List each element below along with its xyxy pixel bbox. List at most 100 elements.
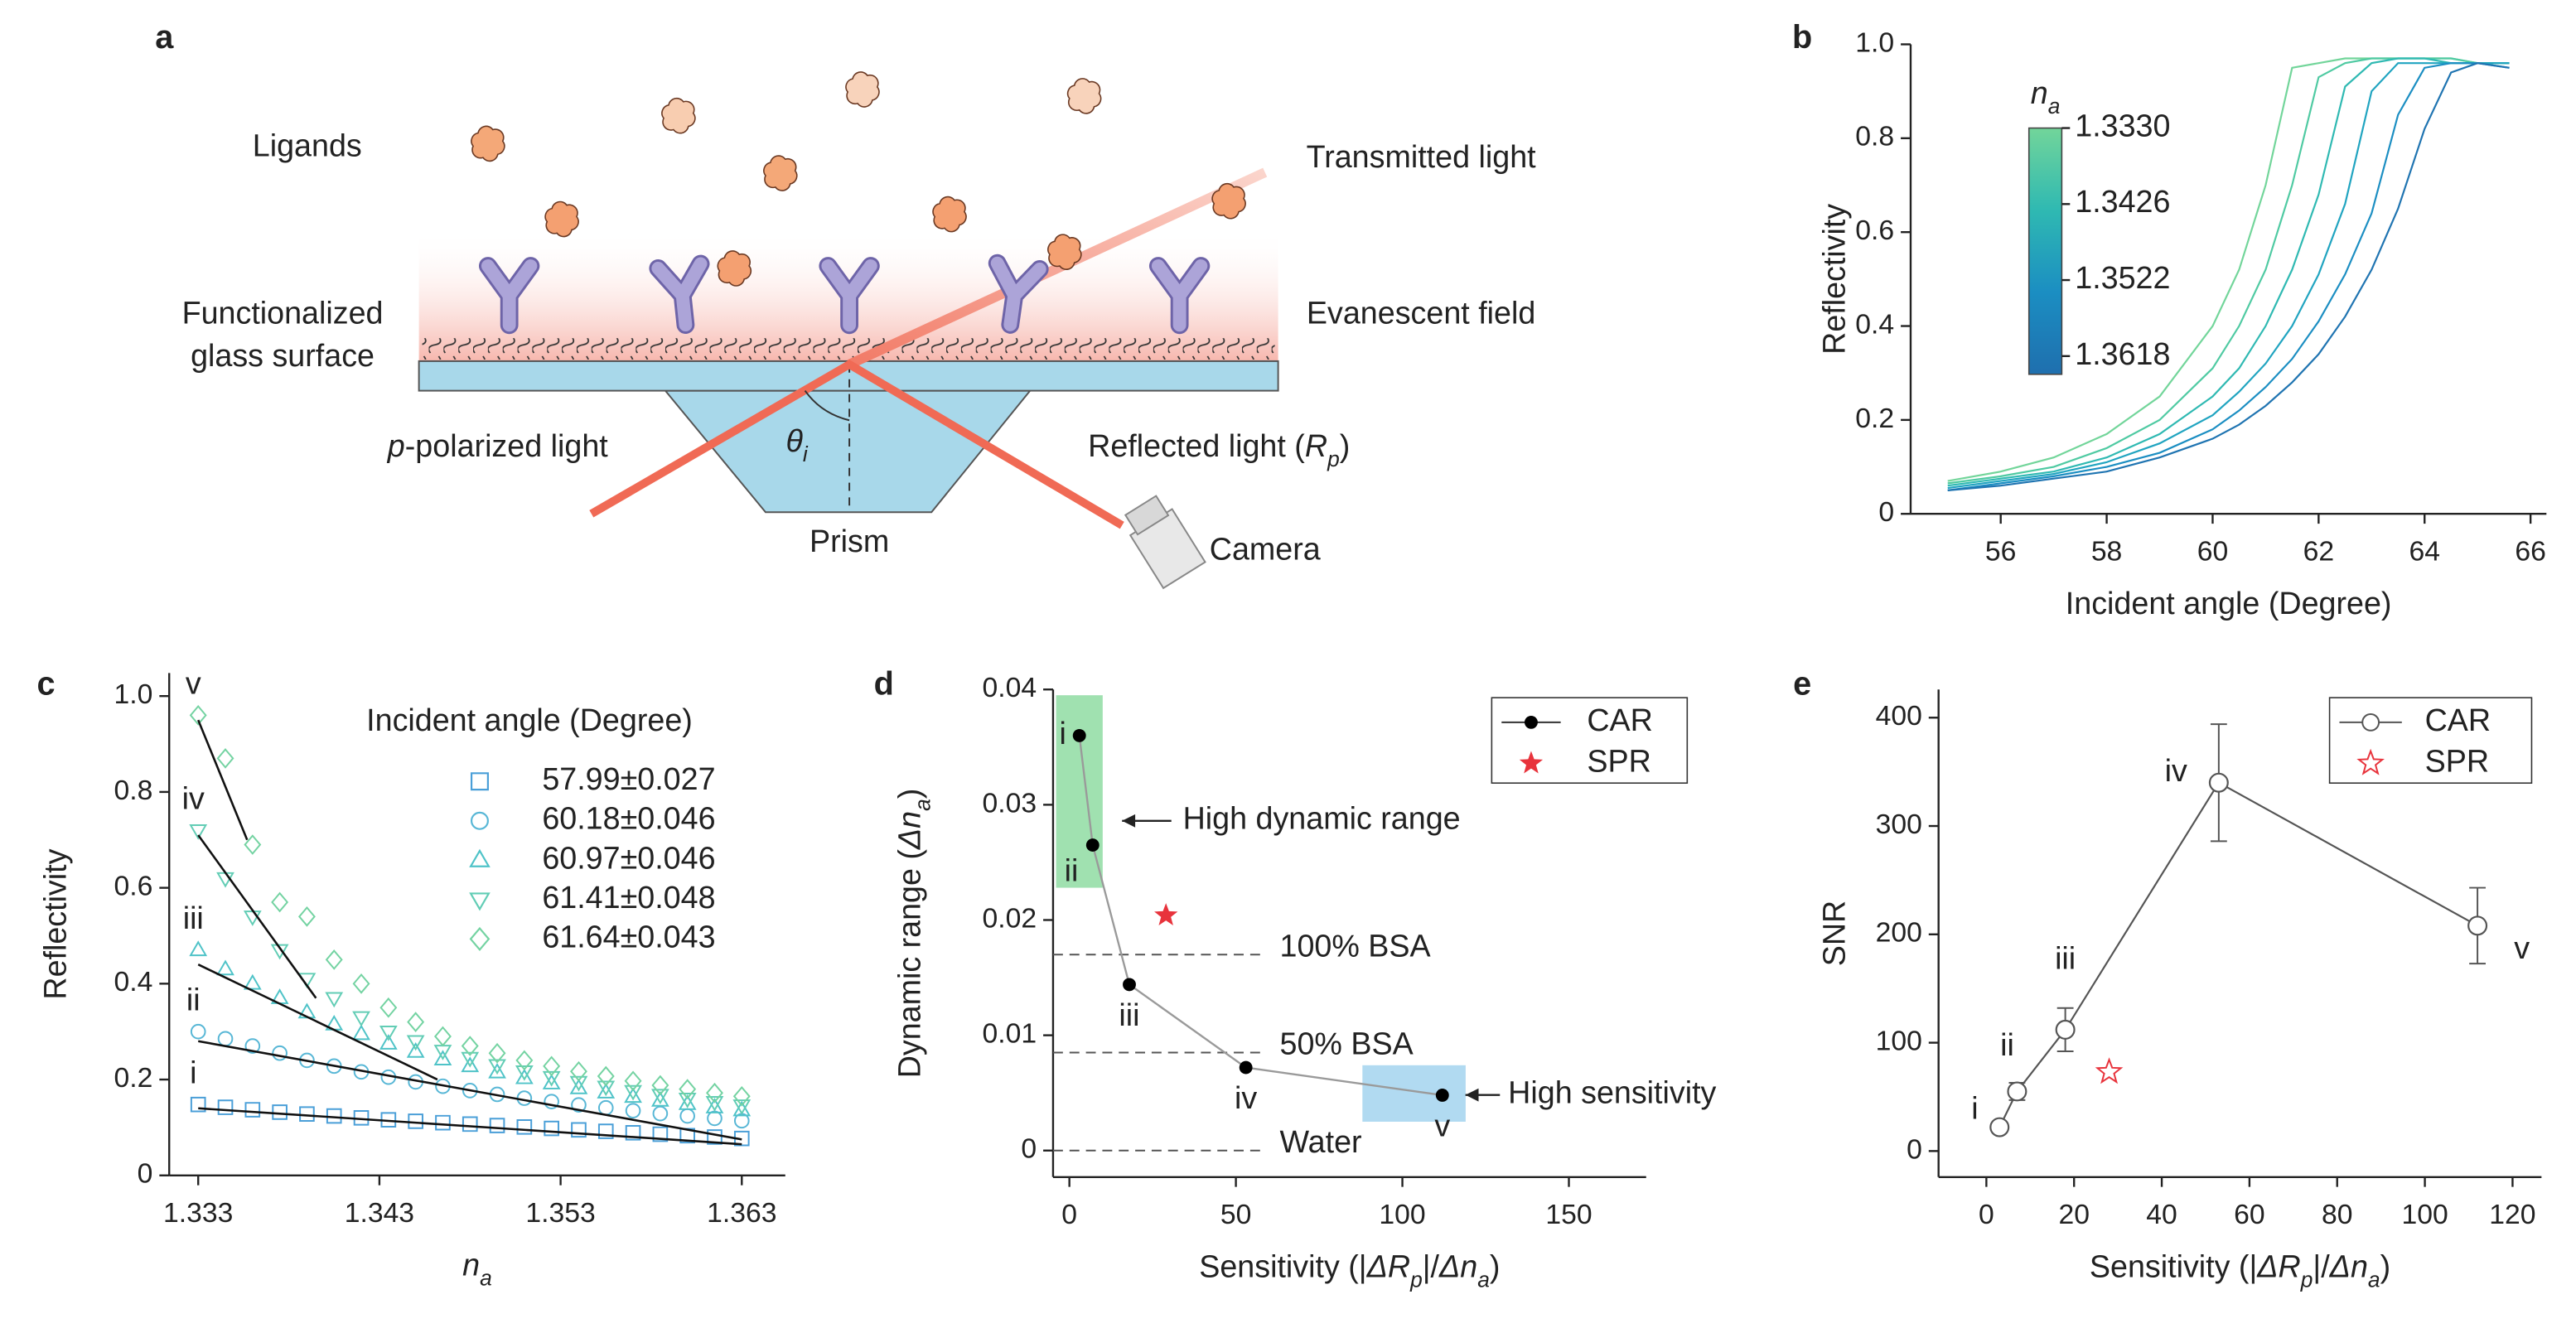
fit-line bbox=[197, 719, 249, 841]
point bbox=[625, 1103, 641, 1118]
point bbox=[1123, 978, 1136, 992]
label: p-polarized light bbox=[387, 428, 608, 463]
point bbox=[433, 1026, 452, 1047]
point bbox=[733, 1130, 750, 1147]
point bbox=[624, 1084, 642, 1101]
point bbox=[515, 1050, 534, 1071]
colorbar-tick-label: 1.3522 bbox=[2075, 260, 2170, 295]
point bbox=[353, 1110, 370, 1126]
legend-marker bbox=[2356, 748, 2385, 775]
curve bbox=[1947, 57, 2510, 487]
label-part: Δn bbox=[2329, 1249, 2368, 1284]
point bbox=[597, 1123, 614, 1139]
point bbox=[1239, 1060, 1253, 1075]
label-part: θ bbox=[785, 423, 803, 458]
point bbox=[406, 1035, 425, 1051]
point bbox=[461, 1036, 479, 1056]
legend-marker bbox=[1519, 751, 1544, 774]
point bbox=[352, 973, 370, 994]
y-tick-label: 0.2 bbox=[1855, 403, 1894, 434]
point bbox=[2467, 915, 2488, 936]
point bbox=[515, 1065, 534, 1081]
beam bbox=[589, 360, 1124, 529]
annotation: High sensitivity bbox=[1508, 1075, 1716, 1110]
legend-label: 60.97±0.046 bbox=[542, 840, 715, 875]
colorbar-tick-label: 1.3426 bbox=[2075, 184, 2170, 219]
linkers bbox=[422, 338, 1275, 360]
point bbox=[189, 704, 207, 726]
label-part: |/ bbox=[2313, 1249, 2330, 1284]
point bbox=[379, 1034, 398, 1050]
label: Ligands bbox=[253, 128, 362, 162]
point bbox=[272, 1046, 288, 1061]
point bbox=[272, 1104, 288, 1120]
point bbox=[1154, 903, 1178, 925]
series-label: ii bbox=[186, 982, 201, 1017]
point bbox=[597, 1083, 616, 1099]
point bbox=[217, 1031, 234, 1047]
fit-line bbox=[198, 1107, 742, 1146]
label-part: ) bbox=[1340, 428, 1351, 463]
y-tick-label: 0 bbox=[138, 1159, 153, 1190]
y-tick-label: 0 bbox=[1021, 1134, 1037, 1165]
x-tick-label: 1.363 bbox=[707, 1198, 776, 1229]
point bbox=[433, 1050, 452, 1065]
axis-label: na bbox=[462, 1248, 492, 1291]
arrow-head bbox=[1465, 1088, 1479, 1102]
point bbox=[597, 1080, 616, 1097]
curve bbox=[1947, 62, 2510, 491]
point bbox=[379, 1025, 398, 1041]
angle-arc bbox=[804, 390, 850, 422]
x-tick-label: 40 bbox=[2146, 1200, 2177, 1230]
point bbox=[352, 1024, 370, 1041]
y-tick-label: 0.4 bbox=[114, 967, 153, 997]
legend-marker bbox=[2361, 712, 2380, 732]
label-part: a bbox=[2368, 1268, 2380, 1292]
label-part: a bbox=[1477, 1268, 1490, 1292]
x-tick-label: 1.343 bbox=[345, 1198, 414, 1229]
point bbox=[705, 1098, 724, 1113]
curve bbox=[1947, 62, 2510, 490]
point bbox=[732, 1100, 752, 1117]
legend-marker bbox=[469, 926, 491, 952]
label-part: ) bbox=[892, 789, 926, 799]
point bbox=[488, 1042, 506, 1064]
panel-label: c bbox=[36, 666, 55, 703]
point bbox=[516, 1090, 533, 1106]
x-tick-label: 150 bbox=[1545, 1200, 1592, 1230]
legend-label: SPR bbox=[1587, 743, 1650, 778]
x-tick-label: 0 bbox=[1061, 1200, 1077, 1230]
point bbox=[489, 1086, 505, 1103]
x-tick-label: 80 bbox=[2322, 1200, 2352, 1230]
point-label: ii bbox=[2000, 1027, 2014, 1062]
point bbox=[705, 1096, 724, 1112]
label-part: p bbox=[1327, 447, 1340, 471]
x-tick-label: 60 bbox=[2234, 1200, 2264, 1230]
label-part: ) bbox=[2380, 1249, 2391, 1284]
point bbox=[488, 1062, 506, 1079]
y-tick-label: 0.6 bbox=[114, 872, 153, 902]
point bbox=[189, 823, 208, 840]
legend-label: SPR bbox=[2425, 743, 2489, 778]
fit-line bbox=[197, 964, 438, 1081]
series-label: iv bbox=[182, 780, 205, 815]
point bbox=[380, 1112, 397, 1128]
transmitted-beam bbox=[847, 167, 1268, 369]
legend-marker bbox=[469, 892, 491, 911]
point bbox=[299, 1052, 315, 1069]
legend-marker bbox=[470, 811, 489, 830]
label: Transmitted light bbox=[1307, 139, 1537, 174]
diagram: Ligands Transmitted light Functionalized… bbox=[182, 70, 1537, 590]
point bbox=[1085, 838, 1100, 852]
point bbox=[707, 1110, 723, 1127]
point bbox=[217, 1099, 234, 1115]
label-part: R bbox=[1305, 428, 1327, 463]
colorbar-title: na bbox=[2031, 75, 2061, 118]
point bbox=[244, 834, 262, 855]
y-tick-label: 0.04 bbox=[983, 673, 1037, 703]
label-part: n bbox=[2031, 75, 2048, 110]
y-tick-label: 0.6 bbox=[1855, 215, 1894, 246]
panel-label: e bbox=[1793, 666, 1811, 703]
annotation: High dynamic range bbox=[1183, 801, 1461, 836]
label-part: p bbox=[387, 428, 405, 463]
